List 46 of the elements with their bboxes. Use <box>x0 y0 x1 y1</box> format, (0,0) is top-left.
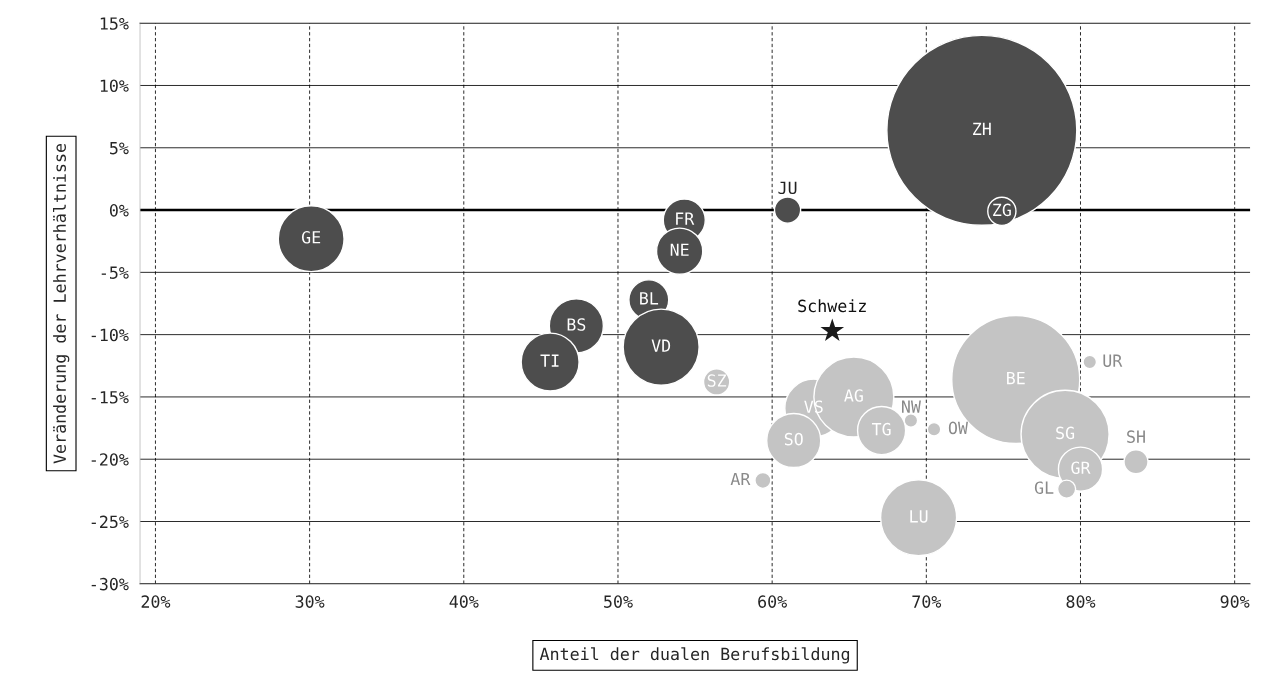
annotation: FR <box>676 212 695 225</box>
annotation: VS <box>804 400 823 414</box>
y-tick-label: -25% <box>91 515 129 529</box>
annotation: GL <box>1034 481 1054 494</box>
y-tick-label: -15% <box>91 391 129 404</box>
annotation: JU <box>778 181 797 195</box>
annotation: SH <box>1127 430 1145 443</box>
annotation: SG <box>1056 426 1075 440</box>
annotation: Schweiz <box>798 299 866 313</box>
x-tick-label: 90% <box>1220 595 1250 608</box>
x-tick-label: 20% <box>141 595 171 608</box>
y-tick-label: -5% <box>101 266 129 279</box>
annotation: AR <box>730 472 751 486</box>
annotation: VD <box>651 339 671 352</box>
y-tick-label: -20% <box>91 453 129 466</box>
x-tick-label: 30% <box>295 595 325 608</box>
annotation: BL <box>640 292 659 305</box>
annotation: TI <box>540 354 559 367</box>
annotation: GR <box>1071 461 1091 475</box>
annotation: BS <box>567 318 586 331</box>
annotation: SO <box>784 432 803 446</box>
annotation: OW <box>948 421 968 435</box>
y-tick-label: -30% <box>91 577 129 591</box>
y-tick-label: 15% <box>100 17 129 30</box>
annotation: BE <box>1007 371 1025 385</box>
x-tick-label: 80% <box>1066 595 1096 608</box>
x-tick-label: 60% <box>758 595 787 608</box>
annotation: SZ <box>707 374 727 387</box>
annotation: UR <box>1103 354 1123 367</box>
x-axis-title: Anteil der dualen Berufsbildung <box>539 647 850 664</box>
y-axis-title: Veränderung der Lehrverhältnisse <box>53 143 70 464</box>
annotation: TG <box>871 422 891 436</box>
annotation: ZH <box>973 122 991 135</box>
x-tick-label: 50% <box>604 595 633 608</box>
x-tick-label: 40% <box>449 595 479 608</box>
annotation: AG <box>844 389 863 402</box>
y-tick-label: -10% <box>91 328 129 342</box>
y-tick-label: 0% <box>109 204 129 217</box>
annotation: NW <box>902 400 921 413</box>
annotation: GE <box>301 230 321 244</box>
annotation: LU <box>910 510 928 523</box>
annotation: ZG <box>993 203 1011 217</box>
x-tick-label: 70% <box>912 595 942 608</box>
annotation: NE <box>670 243 689 256</box>
y-tick-label: 10% <box>100 79 129 93</box>
y-tick-label: 5% <box>110 141 129 155</box>
